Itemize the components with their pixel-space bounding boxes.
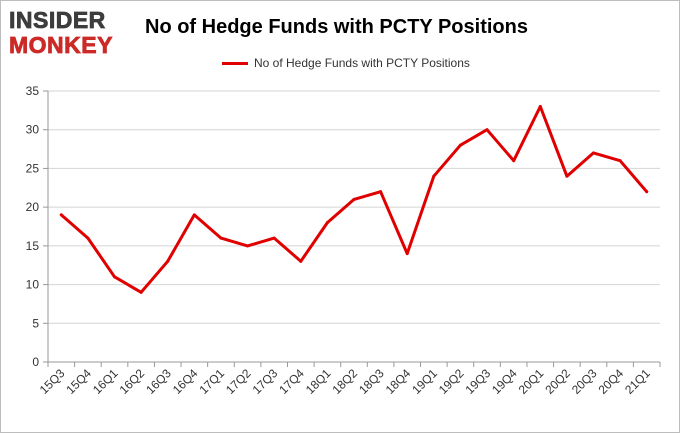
x-tick-label: 19Q3 bbox=[463, 366, 494, 397]
y-tick-label: 35 bbox=[26, 84, 40, 98]
data-point bbox=[565, 174, 569, 178]
grid-lines bbox=[48, 90, 660, 363]
y-tick-label: 5 bbox=[32, 316, 39, 330]
x-tick-label: 15Q3 bbox=[37, 366, 68, 397]
x-tick-label: 18Q2 bbox=[329, 366, 360, 397]
data-point bbox=[139, 290, 143, 294]
x-tick-label: 17Q1 bbox=[196, 366, 227, 397]
data-point bbox=[246, 244, 250, 248]
x-tick-label: 17Q4 bbox=[276, 366, 307, 397]
data-point bbox=[485, 128, 489, 132]
insider-monkey-logo: INSIDER MONKEY bbox=[9, 6, 129, 58]
data-point bbox=[591, 151, 595, 155]
x-tick-label: 18Q4 bbox=[383, 366, 414, 397]
data-point bbox=[113, 275, 117, 279]
data-point bbox=[645, 190, 649, 194]
x-tick-label: 20Q2 bbox=[542, 366, 573, 397]
chart-title: No of Hedge Funds with PCTY Positions bbox=[145, 16, 528, 38]
y-tick-label: 30 bbox=[26, 123, 40, 137]
x-tick-label: 18Q1 bbox=[303, 366, 334, 397]
y-tick-label: 25 bbox=[26, 161, 40, 175]
x-tick-label: 16Q4 bbox=[170, 366, 201, 397]
data-point bbox=[325, 221, 329, 225]
data-point bbox=[192, 213, 196, 217]
chart-legend: No of Hedge Funds with PCTY Positions bbox=[222, 55, 470, 71]
y-tick-label: 0 bbox=[32, 355, 39, 369]
data-point bbox=[219, 236, 223, 240]
x-tick-label: 16Q1 bbox=[90, 366, 121, 397]
x-tick-label: 21Q1 bbox=[622, 366, 653, 397]
legend-label: No of Hedge Funds with PCTY Positions bbox=[254, 56, 470, 70]
x-tick-label: 15Q4 bbox=[63, 366, 94, 397]
x-tick-label: 19Q4 bbox=[489, 366, 520, 397]
y-tick-label: 20 bbox=[26, 200, 40, 214]
x-tick-label: 16Q3 bbox=[143, 366, 174, 397]
data-point bbox=[352, 197, 356, 201]
data-point bbox=[405, 252, 409, 256]
logo-text-monkey: MONKEY bbox=[9, 32, 113, 58]
data-point bbox=[538, 104, 542, 108]
x-tick-label: 20Q3 bbox=[569, 366, 600, 397]
x-tick-label: 20Q4 bbox=[596, 366, 627, 397]
logo-text-insider: INSIDER bbox=[9, 7, 106, 33]
y-tick-label: 10 bbox=[26, 278, 40, 292]
x-tick-label: 18Q3 bbox=[356, 366, 387, 397]
data-point bbox=[379, 190, 383, 194]
x-tick-label: 17Q3 bbox=[250, 366, 281, 397]
x-tick-label: 17Q2 bbox=[223, 366, 254, 397]
y-tick-label: 15 bbox=[26, 239, 40, 253]
data-point bbox=[272, 236, 276, 240]
legend-swatch bbox=[222, 61, 248, 65]
series-layer bbox=[59, 104, 649, 294]
data-point bbox=[299, 259, 303, 263]
x-tick-label: 19Q2 bbox=[436, 366, 467, 397]
data-point bbox=[618, 159, 622, 163]
data-point bbox=[59, 213, 63, 217]
data-point bbox=[458, 143, 462, 147]
data-point bbox=[166, 259, 170, 263]
y-axis: 0 5 10 15 20 25 30 35 bbox=[26, 84, 49, 369]
data-point bbox=[512, 159, 516, 163]
data-point bbox=[86, 236, 90, 240]
x-tick-label: 16Q2 bbox=[117, 366, 148, 397]
x-tick-label: 19Q1 bbox=[409, 366, 440, 397]
x-tick-label: 20Q1 bbox=[516, 366, 547, 397]
x-axis: 15Q315Q416Q116Q216Q316Q417Q117Q217Q317Q4… bbox=[37, 362, 661, 397]
data-point bbox=[432, 174, 436, 178]
